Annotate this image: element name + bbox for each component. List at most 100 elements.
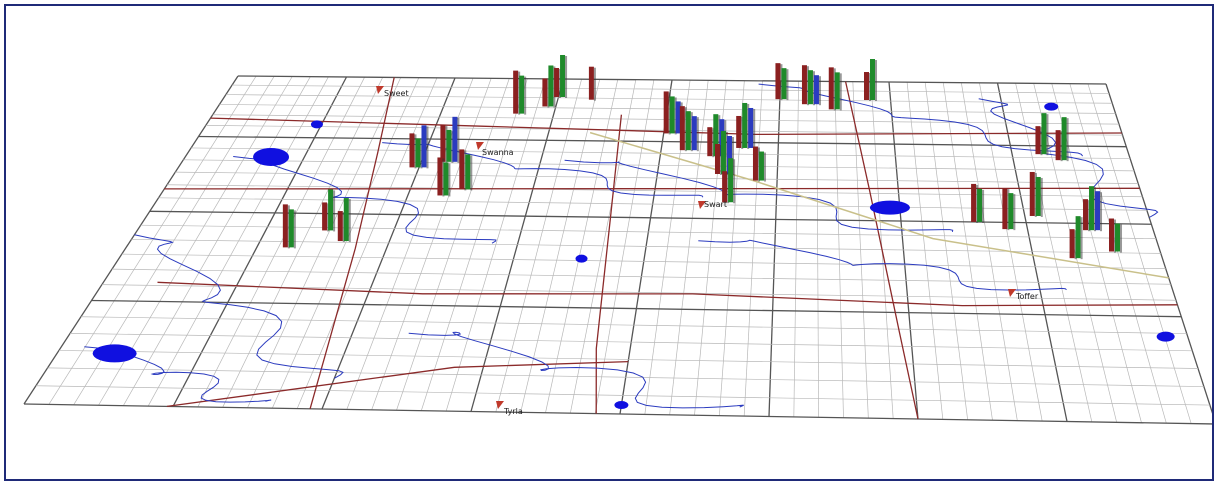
bar-cluster-icon[interactable]: [409, 125, 429, 169]
road-line: [210, 117, 1122, 136]
bar-cluster-icon[interactable]: [437, 157, 451, 197]
bar: [801, 65, 807, 105]
bar-cluster-icon[interactable]: [282, 204, 296, 249]
bar: [775, 63, 781, 100]
grid-line: [396, 78, 510, 411]
bar: [1115, 223, 1121, 252]
town-label: Tyrla: [503, 407, 523, 416]
bar-shadow: [733, 159, 736, 204]
bar-shadow: [1066, 118, 1069, 162]
bar-shadow: [982, 189, 985, 223]
grid-line: [545, 79, 619, 413]
bar-shadow: [333, 190, 336, 232]
bar-cluster-icon[interactable]: [542, 65, 556, 108]
bar: [813, 75, 819, 105]
town-marker[interactable]: Swart: [698, 200, 727, 209]
pin-icon: [476, 142, 484, 150]
bar: [742, 102, 748, 148]
bar: [465, 154, 471, 190]
grid-line: [183, 159, 1135, 172]
bar-clusters: [282, 54, 1123, 260]
grid-line: [175, 171, 1139, 184]
map-frame: Sweet Swanna Swart Toffer Tyrla: [4, 4, 1214, 481]
town-marker[interactable]: Toffer: [1008, 289, 1039, 301]
bar: [758, 151, 764, 181]
bar-cluster-icon[interactable]: [1069, 216, 1083, 260]
bar-cluster-icon[interactable]: [1109, 218, 1123, 253]
grid-line: [48, 75, 257, 405]
bar-shadow: [293, 210, 296, 249]
bar: [834, 72, 840, 110]
bar: [977, 188, 983, 222]
bar-cluster-icon[interactable]: [1083, 186, 1103, 232]
bar-cluster-icon[interactable]: [322, 189, 336, 232]
bar: [328, 189, 334, 231]
grid-line: [131, 239, 1161, 254]
bar: [748, 107, 754, 148]
grid-line: [111, 268, 1171, 285]
bar-cluster-icon[interactable]: [1035, 113, 1049, 156]
grid-line: [594, 79, 655, 414]
bar-cluster-icon[interactable]: [801, 65, 821, 106]
grid-line: [80, 316, 1187, 334]
bar-cluster-icon[interactable]: [828, 67, 842, 111]
grid-line: [35, 385, 1210, 406]
grid-line: [420, 78, 528, 411]
bar-cluster-icon[interactable]: [752, 146, 766, 182]
bar-shadow: [457, 117, 460, 163]
bar: [752, 146, 758, 181]
grid-line: [445, 78, 546, 412]
bar-cluster-icon[interactable]: [722, 158, 736, 204]
bar-cluster-icon[interactable]: [459, 149, 473, 191]
bar-cluster-icon[interactable]: [1055, 117, 1069, 162]
bar-shadow: [1046, 114, 1049, 156]
town-label: Sweet: [384, 89, 409, 98]
bar: [713, 114, 719, 157]
grid-line: [669, 80, 709, 415]
bar-cluster-icon[interactable]: [337, 198, 351, 243]
town-label: Swanna: [482, 148, 514, 157]
grid-line: [23, 403, 1212, 425]
bar-cluster-icon[interactable]: [775, 63, 789, 101]
grid-line: [1087, 83, 1192, 424]
road-line: [166, 360, 629, 408]
grid-line: [237, 75, 1107, 85]
perspective-map[interactable]: Sweet Swanna Swart Toffer Tyrla: [6, 6, 1212, 479]
bar: [864, 72, 870, 101]
bar-cluster-icon[interactable]: [1002, 188, 1016, 231]
bar-cluster-icon[interactable]: [554, 54, 568, 98]
bar-cluster-icon[interactable]: [714, 130, 734, 175]
lakes: [92, 102, 1175, 410]
bar: [588, 66, 594, 100]
bar: [1083, 199, 1089, 231]
town-marker[interactable]: Swanna: [476, 142, 514, 157]
grid-line: [569, 79, 637, 414]
bar-shadow: [763, 152, 766, 182]
town-markers: Sweet Swanna Swart Toffer Tyrla: [376, 86, 1039, 416]
bar: [714, 143, 720, 174]
bar-cluster-icon[interactable]: [1029, 171, 1043, 217]
bar-shadow: [426, 126, 429, 169]
bar-shadow: [839, 73, 842, 111]
bar: [870, 59, 876, 101]
bar: [720, 130, 726, 174]
town-marker[interactable]: Tyrla: [496, 401, 523, 416]
bar-shadow: [1080, 217, 1083, 260]
bar: [542, 78, 548, 107]
bar-cluster-icon[interactable]: [971, 183, 985, 223]
bar: [343, 198, 349, 242]
bar-cluster-icon[interactable]: [864, 59, 878, 102]
grid-line: [272, 77, 420, 409]
bar-cluster-icon[interactable]: [736, 102, 756, 149]
grid-line: [172, 76, 348, 407]
grid-line: [520, 79, 601, 413]
bar-cluster-icon[interactable]: [679, 106, 699, 152]
bar-cluster-icon[interactable]: [588, 66, 596, 101]
grid-line: [47, 367, 1204, 387]
bar-cluster-icon[interactable]: [440, 116, 460, 163]
bar: [409, 133, 415, 168]
grid-line: [222, 77, 383, 408]
town-marker[interactable]: Sweet: [376, 86, 409, 98]
bar: [1055, 130, 1061, 161]
bar-cluster-icon[interactable]: [513, 70, 527, 115]
